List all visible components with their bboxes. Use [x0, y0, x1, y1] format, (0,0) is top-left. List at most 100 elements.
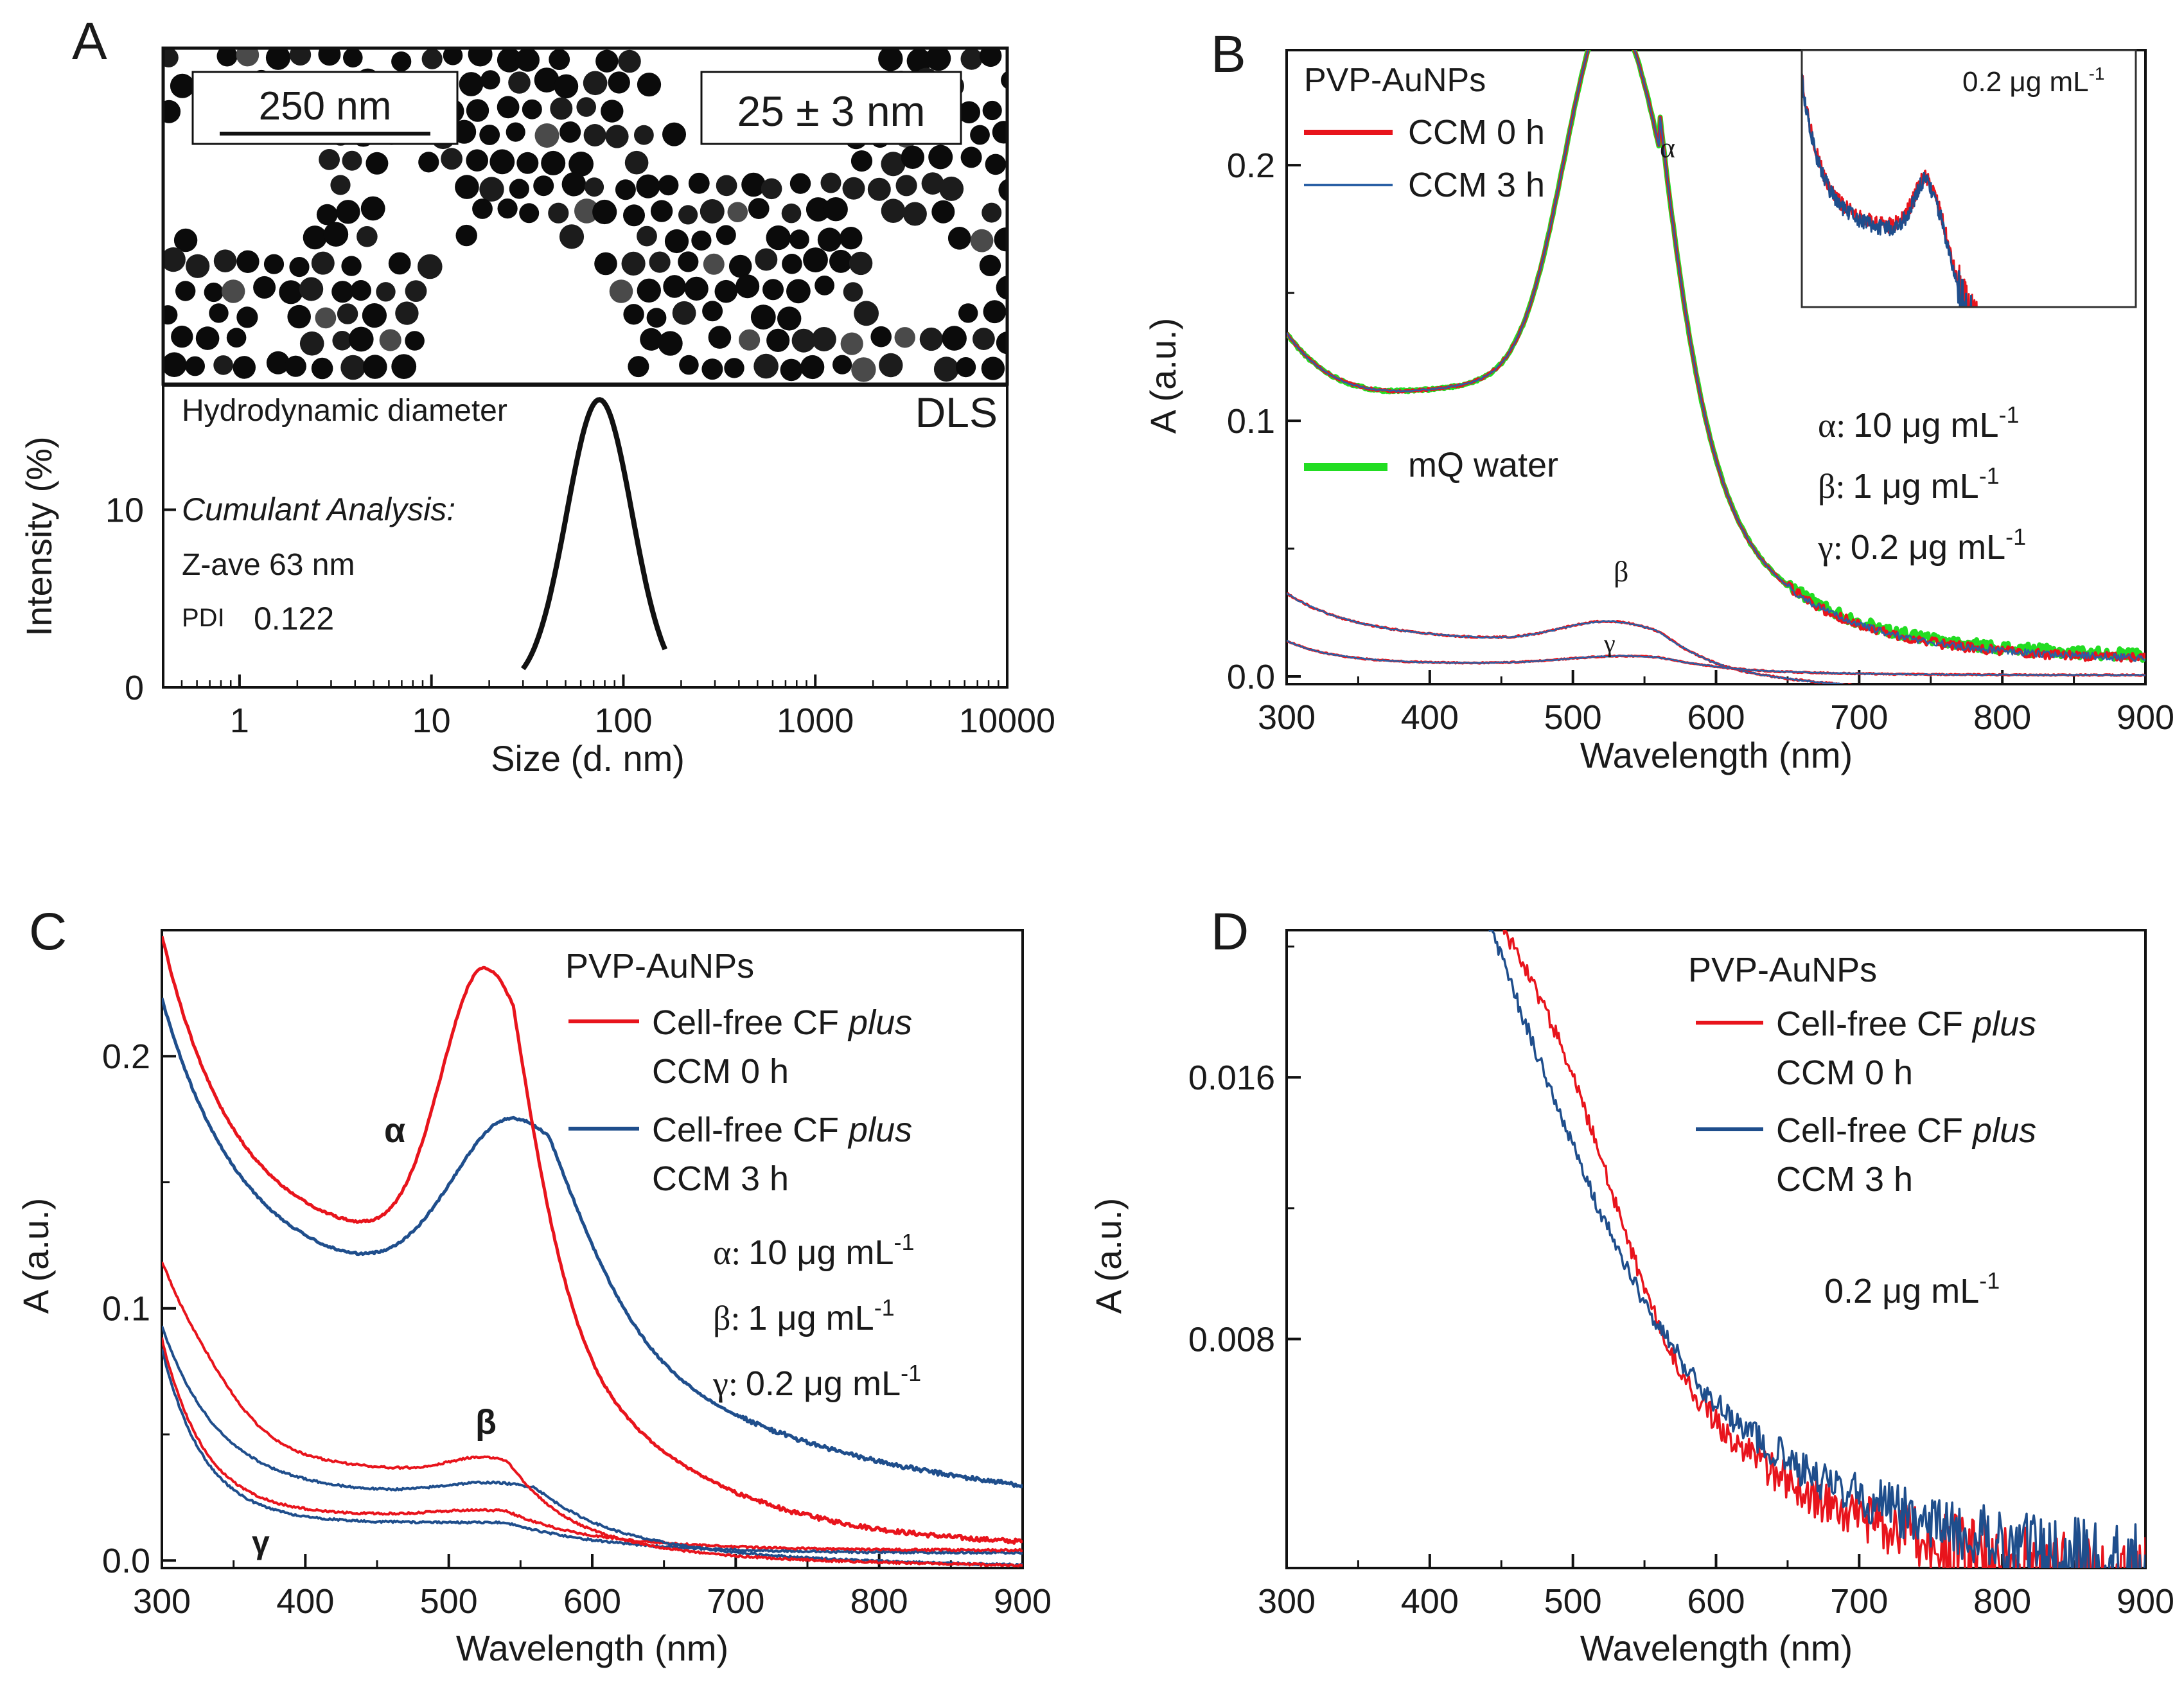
x-tick-label: 400 — [1401, 698, 1459, 737]
d-legend-3h-line2: CCM 3 h — [1776, 1160, 1913, 1199]
tem-particle — [623, 304, 644, 325]
tem-particle — [615, 179, 636, 200]
tem-particle — [777, 306, 802, 331]
tem-particle — [960, 146, 982, 168]
tem-particle — [750, 304, 776, 330]
tem-particle — [236, 250, 260, 273]
tem-particle — [894, 327, 915, 348]
tem-particle — [340, 355, 365, 380]
tem-particle — [533, 175, 554, 197]
tem-particle — [455, 224, 477, 247]
tem-particle — [357, 226, 378, 247]
dls-y-tick-label: 10 — [105, 491, 144, 530]
tem-particle — [624, 150, 649, 175]
tem-particle — [508, 71, 531, 94]
tem-particle — [823, 197, 848, 222]
tem-particle — [983, 300, 1007, 324]
x-tick-label: 300 — [1258, 698, 1316, 737]
tem-particle — [958, 101, 980, 124]
tem-particle — [319, 149, 340, 170]
tem-particle — [766, 328, 790, 352]
tem-particle — [583, 71, 608, 96]
tem-particle — [173, 228, 198, 252]
tem-particle — [691, 230, 712, 251]
tem-particle — [684, 276, 709, 301]
c-x-label: Wavelength (nm) — [456, 1628, 728, 1668]
dls-x-label: Size (d. nm) — [491, 738, 685, 779]
tem-particle — [265, 48, 291, 70]
c-curve-gamma-0h — [162, 1337, 1023, 1553]
tem-particle — [981, 357, 1005, 380]
tem-particle — [850, 150, 873, 172]
tem-particle — [479, 177, 504, 202]
tem-particle — [881, 198, 906, 224]
b-legend-mq-water: mQ water — [1408, 446, 1558, 484]
tem-particle — [170, 73, 195, 98]
b-curve-gamma-3h — [1287, 639, 2145, 676]
tem-particle — [714, 279, 738, 303]
tem-particle — [992, 121, 1007, 144]
dls-y-tick-label: 0 — [125, 669, 144, 707]
b-inset-label: 0.2 μg mL-1 — [1962, 64, 2104, 98]
tem-particle — [854, 301, 879, 326]
tem-particle — [903, 202, 927, 226]
tem-particle — [363, 355, 387, 379]
y-tick-label: 0.0 — [1227, 658, 1275, 696]
tem-particle — [549, 49, 570, 70]
tem-particle — [548, 202, 569, 224]
dls-axes: 1 10 100 1000 10000 0 10 — [105, 491, 1055, 740]
tem-particle — [163, 100, 181, 123]
tem-particle — [348, 326, 374, 352]
tem-particle — [337, 303, 358, 324]
tem-particle — [365, 152, 389, 175]
tem-particle — [289, 48, 312, 66]
y-tick-label: 0.008 — [1188, 1321, 1275, 1359]
b-curve-label-alpha: α — [1660, 131, 1675, 164]
tem-particle — [815, 276, 834, 295]
tem-particle — [236, 306, 258, 328]
tem-particle — [391, 51, 412, 72]
x-tick-label: 800 — [850, 1582, 908, 1621]
tem-particle — [800, 355, 825, 380]
dls-x-tick-label: 10000 — [959, 701, 1055, 740]
tem-particle — [919, 327, 943, 351]
tem-particle — [595, 49, 619, 73]
tem-particle — [311, 357, 333, 380]
tem-particle — [336, 200, 360, 224]
tem-particle — [970, 229, 994, 252]
tem-particle — [849, 251, 873, 276]
tem-particle — [534, 123, 559, 148]
tem-particle — [554, 74, 579, 99]
tem-particle — [702, 301, 723, 322]
dls-pdi-value: 0.122 — [254, 601, 334, 637]
tem-particle — [405, 331, 425, 351]
c-legend-3h-line2: CCM 3 h — [652, 1159, 789, 1198]
tem-particle — [253, 276, 276, 299]
tem-particle — [931, 200, 955, 224]
y-tick-label: 0.1 — [1227, 402, 1275, 441]
x-tick-label: 700 — [1830, 1582, 1888, 1621]
chart-d: 300 400 500 600 700 800 900 0.008 0.016 PVP-AuNP… — [1088, 929, 2174, 1668]
tem-particle — [443, 48, 463, 66]
x-tick-label: 500 — [1544, 698, 1602, 737]
tem-particle — [939, 176, 964, 201]
tem-particle — [480, 70, 500, 90]
tem-particle — [311, 251, 335, 275]
tem-particle — [832, 355, 852, 375]
tem-particle — [879, 353, 903, 378]
tem-particle — [287, 304, 312, 329]
tem-particle — [341, 256, 362, 276]
tem-particle — [701, 358, 723, 380]
tem-particle — [979, 254, 1001, 276]
tem-particle — [843, 282, 863, 302]
panel-letter-b: B — [1211, 25, 1246, 84]
tem-particle — [459, 72, 484, 96]
tem-particle — [233, 356, 256, 379]
tem-particle — [195, 326, 220, 350]
b-curve-beta-3h — [1287, 592, 1856, 684]
tem-particle — [782, 254, 802, 274]
tem-particle — [601, 100, 624, 123]
tem-particle — [982, 202, 1002, 223]
tem-particle — [678, 251, 699, 272]
tem-particle — [728, 254, 752, 278]
